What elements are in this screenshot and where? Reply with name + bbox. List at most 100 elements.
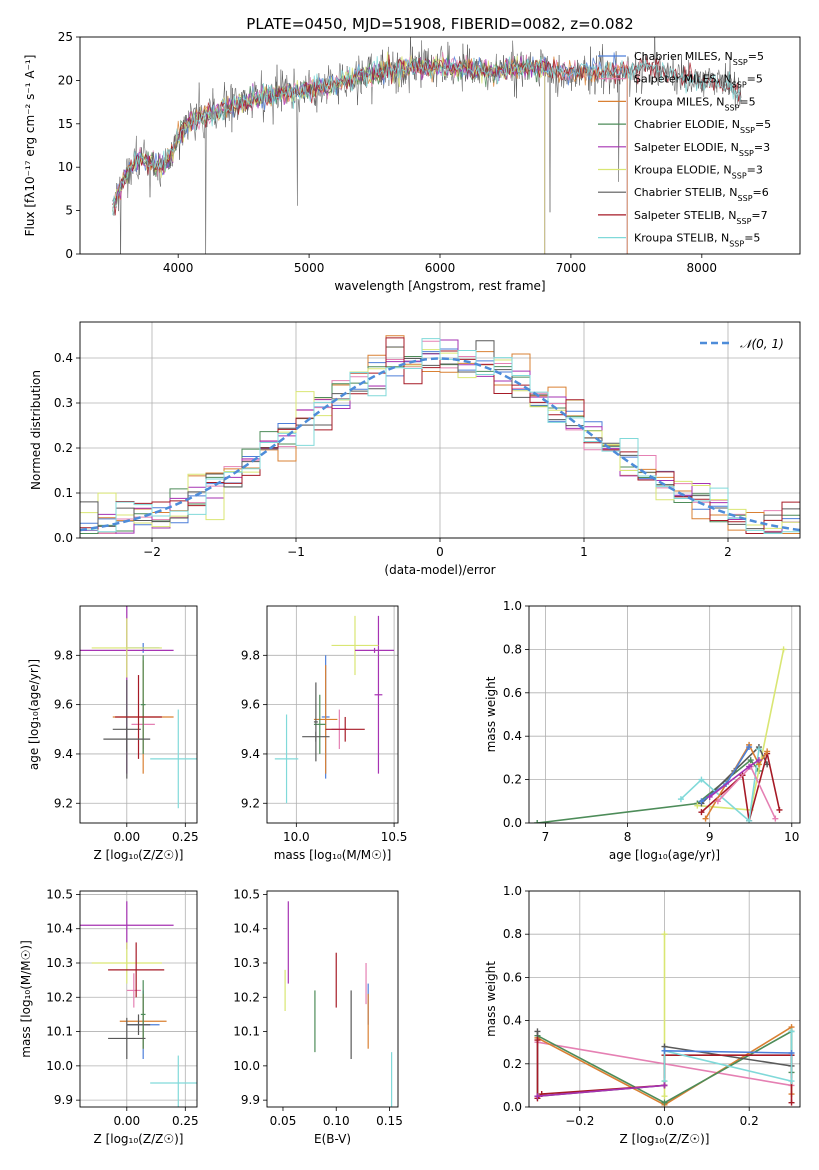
weight-line (663, 1031, 793, 1083)
y-tick-label: 10.5 (46, 887, 73, 901)
spectrum-legend: Chabrier MILES, NSSP=5 Salpeter MILES, NS… (598, 50, 771, 248)
grid-lines (80, 891, 197, 1107)
y-tick-label: 0.0 (503, 816, 522, 830)
axes-frame (266, 890, 399, 1108)
x-tick-label: 5000 (294, 261, 325, 275)
y-tick-label: 0.4 (54, 351, 73, 365)
x-tick-label: −1 (287, 545, 305, 559)
y-tick-label: 10.1 (233, 1025, 260, 1039)
weight-marker (698, 809, 705, 816)
weight-marker (780, 646, 787, 653)
y-tick-label: 0.4 (503, 1014, 522, 1028)
figure-title: PLATE=0450, MJD=51908, FIBERID=0082, z=0… (246, 15, 633, 33)
y-tick-label: 0.6 (503, 970, 522, 984)
x-tick-label: 10.0 (283, 830, 310, 844)
y-tick-label: 25 (58, 30, 73, 44)
y-axis-label: Normed distribution (29, 370, 43, 490)
panel-spectrum: 4000 5000 6000 7000 8000 0 5 10 15 20 25 wavelength… (23, 30, 801, 293)
y-tick-label: 10.4 (233, 922, 260, 936)
legend-entry: Kroupa MILES, NSSP=5 (634, 95, 756, 112)
axes-frame (79, 890, 198, 1108)
weight-line (680, 749, 760, 823)
axes-frame (79, 36, 801, 255)
x-axis-label: mass [log₁₀(M/M☉)] (274, 848, 392, 862)
x-axis-label: Z [log₁₀(Z/Z☉)] (94, 848, 184, 862)
panel-residuals: −2 −1 0 1 2 0.0 0.1 0.2 0.3 0.4 (data-model)/error… (29, 321, 801, 577)
y-tick-label: 9.2 (54, 796, 73, 810)
spectrum-model-line (112, 54, 742, 216)
weight-marker (534, 1093, 541, 1100)
y-tick-label: 9.4 (54, 747, 73, 761)
weight-line (709, 759, 760, 798)
y-tick-label: 9.6 (54, 698, 73, 712)
y-tick-label: 0.2 (503, 773, 522, 787)
y-tick-label: 10.3 (233, 956, 260, 970)
panel-age-vs-mass: 10.0 10.5 9.2 9.4 9.6 9.8 mass [log₁₀(M/M☉)] (241, 605, 407, 862)
weight-marker (702, 815, 709, 822)
x-tick-label: 10 (784, 830, 799, 844)
normal-curve (80, 357, 800, 532)
y-tick-label: 0.0 (503, 1100, 522, 1114)
y-tick-label: 9.9 (54, 1093, 73, 1107)
weight-line (664, 1050, 792, 1054)
weight-line (537, 1084, 665, 1097)
spectrum-model-line (112, 56, 742, 216)
panel-age-vs-Z: 0.00 0.25 9.2 9.4 9.6 9.8 Z [log₁₀(Z/Z☉)] age [… (27, 605, 199, 862)
y-axis-label: mass [log₁₀(M/M☉)] (19, 940, 33, 1058)
x-tick-label: 0.0 (655, 1114, 674, 1128)
weight-line (700, 745, 768, 805)
x-tick-label: −2 (143, 545, 161, 559)
weight-marker (661, 1099, 668, 1106)
y-tick-label: 10.1 (46, 1025, 73, 1039)
x-tick-label: 0.00 (113, 830, 140, 844)
y-tick-label: 0.3 (54, 396, 73, 410)
x-tick-label: 0.25 (172, 830, 199, 844)
grid-lines (529, 605, 800, 824)
y-tick-label: 9.8 (54, 648, 73, 662)
y-tick-label: 9.8 (241, 648, 260, 662)
y-tick-label: 0.8 (503, 927, 522, 941)
spectrum-model-line (112, 55, 546, 254)
weight-marker (788, 1099, 795, 1106)
legend-entry: Salpeter MILES, NSSP=5 (634, 73, 763, 90)
y-tick-label: 0.2 (54, 441, 73, 455)
x-axis-label: Z [log₁₀(Z/Z☉)] (94, 1132, 184, 1146)
y-tick-label: 10.4 (46, 922, 73, 936)
legend-entry: Kroupa STELIB, NSSP=5 (634, 232, 760, 249)
x-tick-label: 0.2 (740, 1114, 759, 1128)
weight-marker (772, 815, 779, 822)
axes-frame (528, 605, 801, 824)
plot-area (534, 646, 787, 823)
weight-marker (755, 757, 762, 764)
weight-marker (764, 748, 771, 755)
weight-marker (788, 1028, 795, 1035)
y-tick-label: 0.2 (503, 1057, 522, 1071)
x-axis-label: E(B-V) (314, 1132, 351, 1146)
legend-entry: Chabrier MILES, NSSP=5 (634, 50, 764, 67)
weight-marker (714, 798, 721, 805)
y-axis-label: Flux [fλ10⁻¹⁷ erg cm⁻² s⁻¹ A⁻¹] (23, 55, 37, 237)
legend-entry: Chabrier ELODIE, NSSP=5 (634, 118, 771, 135)
plot-area (80, 606, 197, 809)
x-tick-label: 9 (706, 830, 714, 844)
y-axis-label: mass weight (484, 961, 498, 1037)
y-axis-label: mass weight (484, 676, 498, 752)
y-tick-label: 9.6 (241, 698, 260, 712)
x-axis-label: (data-model)/error (384, 563, 495, 577)
y-tick-label: 0.4 (503, 729, 522, 743)
x-axis-label: wavelength [Angstrom, rest frame] (334, 279, 545, 293)
legend-entry: Salpeter STELIB, NSSP=7 (634, 209, 768, 226)
weight-marker (534, 1028, 541, 1035)
weight-marker (746, 744, 753, 751)
x-tick-label: 7 (542, 830, 550, 844)
panel-weights-vs-age: 7 8 9 10 0.0 0.2 0.4 0.6 0.8 1.0 age [log₁₀(age/yr… (484, 599, 801, 862)
plot-area (274, 615, 395, 804)
x-tick-label: 1 (580, 545, 588, 559)
plot-area (80, 335, 800, 538)
x-axis-label: Z [log₁₀(Z/Z☉)] (620, 1132, 710, 1146)
y-tick-label: 5 (65, 204, 73, 218)
y-tick-label: 15 (58, 117, 73, 131)
axes-frame (79, 605, 198, 824)
y-tick-label: 0.8 (503, 642, 522, 656)
